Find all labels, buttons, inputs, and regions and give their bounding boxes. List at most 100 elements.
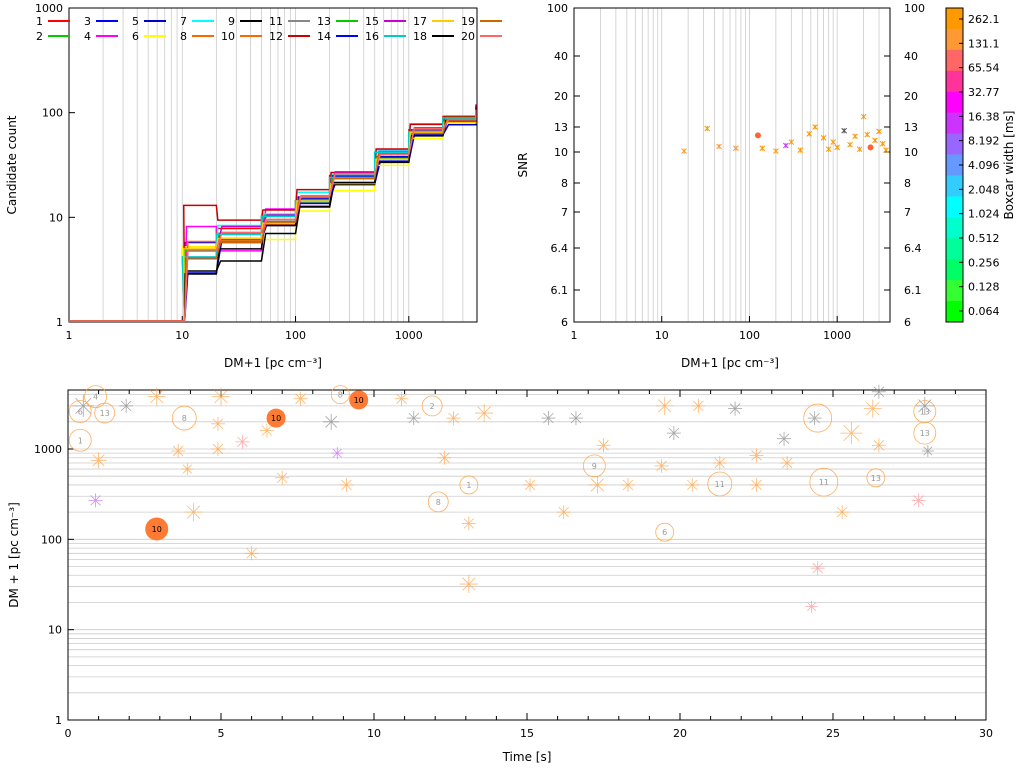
- dm-time-star: [406, 411, 421, 426]
- dm-time-star: [541, 411, 556, 426]
- snr-xtick-label: 1: [571, 329, 578, 342]
- histogram-legend-label: 15: [365, 15, 379, 28]
- dm-time-star-stroke: [714, 457, 726, 469]
- dm-time-star: [749, 448, 764, 463]
- histogram-ytick-label: 1: [56, 316, 63, 329]
- dm-time-circle-label: 8: [182, 414, 187, 423]
- dm-time-star-stroke: [570, 412, 582, 424]
- dm-time-circle-label: 13: [871, 474, 881, 483]
- dm-time-star-stroke: [866, 401, 880, 416]
- histogram-legend-label: 17: [413, 15, 427, 28]
- dm-time-circle-label: 8: [436, 498, 441, 507]
- dm-time-circle-shape: [171, 405, 197, 431]
- colorbar-segment: [946, 91, 963, 114]
- histogram-xtick-label: 1000: [395, 329, 423, 342]
- dm-time-circle-label: 13: [920, 408, 930, 417]
- dm-time-star-stroke: [781, 457, 793, 469]
- histogram-legend-label: 5: [132, 15, 139, 28]
- dm-time-star-stroke: [543, 412, 554, 424]
- dm-time-circle-shape: [84, 385, 107, 409]
- histogram-legend-label: 12: [269, 30, 283, 43]
- dm-time-circle-label: 8: [338, 391, 343, 400]
- snr-point: [867, 144, 874, 151]
- dm-time-circle-shape: [707, 471, 733, 497]
- dm-time-star: [810, 561, 825, 576]
- snr-ytick-label: 8: [561, 177, 568, 190]
- colorbar-segment: [946, 301, 963, 323]
- dm-time-circle: 13: [913, 400, 937, 423]
- snr-ytick-label: 40: [554, 50, 568, 63]
- dm-time-circle: 9: [582, 454, 606, 478]
- snr-point: [872, 137, 878, 144]
- dm-time-star-stroke: [212, 418, 224, 430]
- dm-time-star-stroke: [923, 446, 933, 456]
- dm-time-star-stroke: [439, 452, 450, 463]
- histogram-legend-label: 1: [36, 15, 43, 28]
- dm-time-circle-shape: [68, 400, 92, 423]
- snr-point: [879, 140, 886, 147]
- dm-time-circle-label: 2: [430, 402, 435, 411]
- dm-time-star: [835, 505, 850, 520]
- dm-time-xtick-label: 10: [367, 727, 381, 740]
- dm-time-star-stroke: [812, 562, 823, 574]
- dm-time-circle-shape: [582, 454, 606, 478]
- dm-time-star: [807, 411, 822, 426]
- dm-time-star: [556, 505, 571, 520]
- snr-ytick-label: 10: [554, 146, 568, 159]
- dm-time-star-stroke: [448, 412, 459, 424]
- dm-time-star-stroke: [90, 495, 101, 506]
- dm-time-ytick-label: 100: [41, 533, 62, 546]
- dm-time-star-stroke: [873, 386, 885, 398]
- colorbar-segment: [946, 49, 963, 72]
- dm-time-star: [184, 503, 203, 522]
- dm-time-star-stroke: [809, 412, 820, 424]
- histogram-ytick-label: 10: [49, 211, 63, 224]
- dm-time-circle: 10: [266, 408, 286, 428]
- dm-time-star-stroke: [172, 445, 184, 457]
- dm-time-star: [275, 470, 290, 485]
- dm-time-star: [749, 477, 764, 492]
- dm-time-star-stroke: [92, 454, 105, 467]
- dm-time-star-stroke: [75, 397, 92, 414]
- histogram-legend-label: 16: [365, 30, 379, 43]
- dm-time-star-stroke: [246, 548, 257, 559]
- snr-point: [834, 144, 841, 151]
- histogram-series-line: [69, 113, 477, 322]
- histogram-ytick-label: 100: [42, 107, 63, 120]
- dm-time-star: [244, 546, 259, 561]
- dm-time-star: [666, 426, 681, 441]
- dm-time-circle-shape: [803, 403, 833, 433]
- histogram-series-line: [69, 107, 477, 322]
- dm-time-circle-shape: [145, 517, 169, 541]
- histogram-xlabel: DM+1 [pc cm⁻³]: [224, 356, 322, 370]
- dm-time-star-stroke: [396, 393, 407, 404]
- dm-time-star: [691, 398, 706, 413]
- dm-time-xtick-label: 15: [520, 727, 534, 740]
- snr-point: [876, 128, 882, 135]
- dm-time-star: [259, 423, 274, 438]
- dm-time-star: [712, 455, 727, 470]
- dm-time-circle-shape: [866, 468, 886, 488]
- colorbar-tick-label: 65.54: [968, 62, 1000, 75]
- snr-ytick-label-right: 100: [904, 2, 925, 15]
- dm-time-star-stroke: [186, 505, 201, 519]
- dm-time-circle-label: 10: [152, 525, 162, 534]
- dm-time-circle: 11: [809, 467, 839, 497]
- dm-time-star: [212, 387, 230, 406]
- histogram-series-line: [69, 112, 477, 322]
- dm-time-star-stroke: [807, 602, 817, 612]
- snr-point: [773, 148, 779, 154]
- dm-time-star: [147, 387, 166, 406]
- histogram-series-line: [69, 109, 477, 322]
- dm-time-star-stroke: [729, 403, 741, 414]
- dm-time-star-stroke: [462, 577, 476, 591]
- dm-time-star: [921, 445, 934, 458]
- histogram-series-line: [69, 115, 477, 322]
- colorbar-segment: [946, 133, 963, 156]
- snr-point: [806, 130, 813, 137]
- dm-time-circle-label: 6: [662, 528, 667, 537]
- colorbar-segment: [946, 196, 963, 218]
- dm-time-star: [588, 475, 607, 494]
- dm-time-star-stroke: [120, 400, 132, 412]
- dm-time-star: [728, 401, 743, 416]
